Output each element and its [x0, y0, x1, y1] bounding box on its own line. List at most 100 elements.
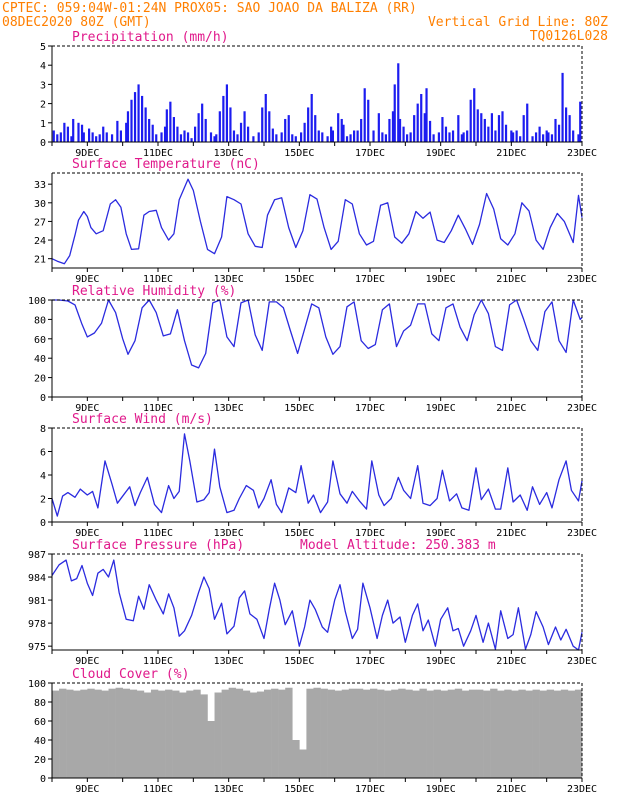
precip-x-tick-label: 17DEC — [355, 148, 385, 159]
pres-panel: 975 978 981 984 987 9DEC 11DEC 13DEC 15DEC 17DEC 1… — [28, 538, 597, 667]
precip-bar — [264, 94, 267, 142]
precip-bar — [545, 130, 548, 142]
precip-bar — [130, 99, 133, 142]
wind-x-tick-label: 23DEC — [567, 528, 597, 539]
precip-bar — [126, 111, 130, 142]
precip-bar — [303, 122, 306, 142]
precip-bar — [291, 134, 294, 142]
wind-y-tick-label: 2 — [40, 495, 46, 506]
cloud-bar — [242, 690, 251, 778]
temp-x-tick-label: 19DEC — [426, 274, 456, 285]
precip-bar — [565, 107, 568, 142]
precip-bar — [247, 126, 250, 142]
precip-bar — [294, 136, 297, 142]
precip-bar — [82, 132, 85, 142]
precip-bar — [56, 134, 59, 142]
cloud-bar — [525, 690, 533, 778]
precip-bar — [363, 88, 366, 142]
precip-bar — [577, 134, 580, 142]
precip-bar — [321, 132, 324, 142]
cloud-bar — [285, 687, 293, 778]
wind-x-tick-label: 11DEC — [143, 528, 173, 539]
precip-bar — [384, 134, 387, 142]
pres-x-tick-label: 11DEC — [143, 656, 173, 667]
precip-bar — [515, 130, 518, 142]
rh-x-tick-label: 13DEC — [214, 403, 244, 414]
precip-bar — [428, 120, 432, 142]
precip-bar — [457, 115, 460, 142]
precip-bar — [229, 107, 232, 142]
precip-bar — [239, 122, 243, 142]
precip-bar — [110, 134, 114, 142]
precip-bar — [542, 134, 545, 142]
precip-bar — [367, 99, 370, 142]
precip-bar — [425, 88, 428, 142]
precip-bar — [261, 107, 264, 142]
precip-bar — [466, 130, 469, 142]
cloud-x-tick-label: 23DEC — [567, 784, 597, 795]
precip-bar — [512, 132, 515, 142]
precip-bar — [160, 132, 163, 142]
precip-x-tick-label: 15DEC — [284, 148, 314, 159]
precip-bar — [547, 132, 550, 142]
precip-bar — [155, 134, 158, 142]
precip-bar — [102, 126, 105, 142]
precip-bar — [473, 88, 476, 142]
precip-bar — [151, 124, 154, 142]
precip-bar — [483, 118, 486, 142]
cloud-bar — [249, 692, 258, 778]
temp-line — [51, 178, 583, 265]
cloud-bar — [461, 690, 470, 778]
precip-bar — [330, 126, 333, 142]
wind-y-tick-label: 0 — [40, 518, 46, 529]
precip-bar — [80, 124, 84, 142]
rh-x-tick-label: 9DEC — [75, 403, 99, 414]
precip-bar — [460, 134, 463, 142]
cloud-bar — [341, 689, 350, 778]
header-grid-line: Vertical Grid Line: 80Z — [428, 15, 608, 30]
temp-y-tick-label: 30 — [34, 199, 46, 210]
precip-bar — [307, 107, 310, 142]
precip-bar — [550, 134, 554, 142]
wind-y-tick-label: 4 — [40, 471, 46, 482]
temp-y-tick-label: 27 — [34, 217, 46, 228]
precip-bar — [215, 134, 218, 142]
precip-bar — [331, 130, 334, 142]
rh-x-tick-label: 15DEC — [284, 403, 314, 414]
pres-annotation: Model Altitude: 250.383 m — [300, 538, 496, 553]
wind-x-tick-label: 21DEC — [496, 528, 526, 539]
precip-x-tick-label: 9DEC — [75, 148, 99, 159]
temp-x-tick-label: 11DEC — [143, 274, 173, 285]
cloud-bar — [214, 692, 222, 778]
precip-bar — [59, 132, 62, 142]
rh-x-tick-label: 17DEC — [355, 403, 385, 414]
cloud-bar — [158, 690, 166, 778]
temp-x-tick-label: 17DEC — [355, 274, 385, 285]
cloud-bar — [391, 689, 399, 778]
precip-bar — [381, 132, 384, 142]
cloud-y-tick-label: 0 — [40, 774, 46, 785]
cloud-bar — [186, 690, 194, 778]
precip-bar — [218, 111, 221, 142]
precip-bar — [268, 111, 271, 142]
header-date: 08DEC2020 80Z (GMT) — [2, 15, 151, 30]
cloud-bar — [553, 690, 562, 778]
wind-x-tick-label: 17DEC — [355, 528, 385, 539]
precip-bar — [534, 132, 538, 142]
precip-bar — [360, 118, 363, 142]
cloud-y-tick-label: 100 — [28, 679, 46, 690]
cloud-bar — [122, 688, 131, 778]
precip-bar — [448, 132, 451, 142]
cloud-bar — [179, 692, 187, 778]
precip-bar — [165, 109, 168, 142]
cloud-bar — [518, 689, 526, 778]
precip-bar — [416, 103, 419, 142]
precip-bar — [432, 134, 435, 142]
cloud-bar — [440, 690, 449, 778]
precip-x-tick-label: 23DEC — [567, 148, 597, 159]
cloud-bar — [355, 688, 364, 778]
temp-x-tick-label: 23DEC — [567, 274, 597, 285]
precip-bar — [144, 107, 147, 142]
precip-x-tick-label: 13DEC — [214, 148, 244, 159]
precip-bar — [183, 130, 186, 142]
